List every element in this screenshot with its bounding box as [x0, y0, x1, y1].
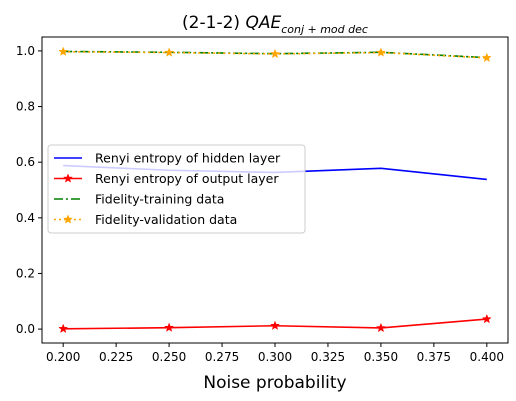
- legend-label: Renyi entropy of output layer: [95, 171, 279, 186]
- x-tick-label: 0.250: [152, 350, 186, 364]
- legend-item: Fidelity-validation data: [54, 212, 237, 227]
- plot-frame: [41, 36, 509, 344]
- legend-item: Renyi entropy of hidden layer: [54, 151, 281, 166]
- data-point: [375, 47, 386, 57]
- y-tick-label: 0.4: [16, 211, 35, 225]
- series-4: [58, 46, 492, 63]
- data-point: [164, 322, 175, 332]
- data-point: [58, 323, 69, 334]
- x-tick-label: 0.200: [46, 350, 80, 364]
- y-tick-label: 0.0: [16, 322, 35, 336]
- data-point: [375, 322, 386, 333]
- y-tick-label: 1.0: [16, 44, 35, 58]
- legend-item: Renyi entropy of output layer: [54, 171, 279, 186]
- axes-layer: 0.200 0.225 0.250 0.275 0.300 0.325 0.350 0.375…: [16, 44, 504, 364]
- x-tick-label: 0.225: [99, 350, 133, 364]
- legend-marker: [63, 173, 73, 183]
- legend-marker: [63, 214, 73, 224]
- x-tick-label: 0.400: [470, 350, 504, 364]
- data-point: [481, 313, 492, 324]
- y-tick-label: 0.6: [16, 155, 35, 169]
- data-point: [164, 47, 175, 57]
- y-tick-label: 0.8: [16, 100, 35, 114]
- chart-title-subscript: conj + mod dec: [281, 23, 368, 36]
- chart-title-math: QAE: [245, 13, 281, 33]
- data-point: [58, 46, 69, 56]
- x-axis-label: Noise probability: [203, 373, 346, 393]
- x-tick-label: 0.325: [311, 350, 345, 364]
- x-tick-label: 0.375: [417, 350, 451, 364]
- legend-label: Fidelity-validation data: [95, 212, 237, 227]
- data-point: [481, 52, 492, 63]
- data-point: [270, 48, 280, 59]
- data-point: [270, 320, 280, 330]
- chart-title: (2-1-2) QAEconj + mod dec: [182, 13, 368, 36]
- y-tick-label: 0.2: [16, 266, 35, 280]
- series-2: [58, 313, 492, 334]
- legend-item: Fidelity-training data: [54, 192, 224, 207]
- chart-title-main: (2-1-2): [182, 13, 245, 33]
- x-tick-label: 0.350: [364, 350, 398, 364]
- legend: Renyi entropy of hidden layer Renyi entro…: [47, 144, 306, 234]
- legend-label: Fidelity-training data: [95, 192, 224, 207]
- legend-box: [47, 144, 306, 234]
- legend-label: Renyi entropy of hidden layer: [95, 151, 281, 166]
- x-tick-label: 0.275: [205, 350, 239, 364]
- x-tick-label: 0.300: [258, 350, 292, 364]
